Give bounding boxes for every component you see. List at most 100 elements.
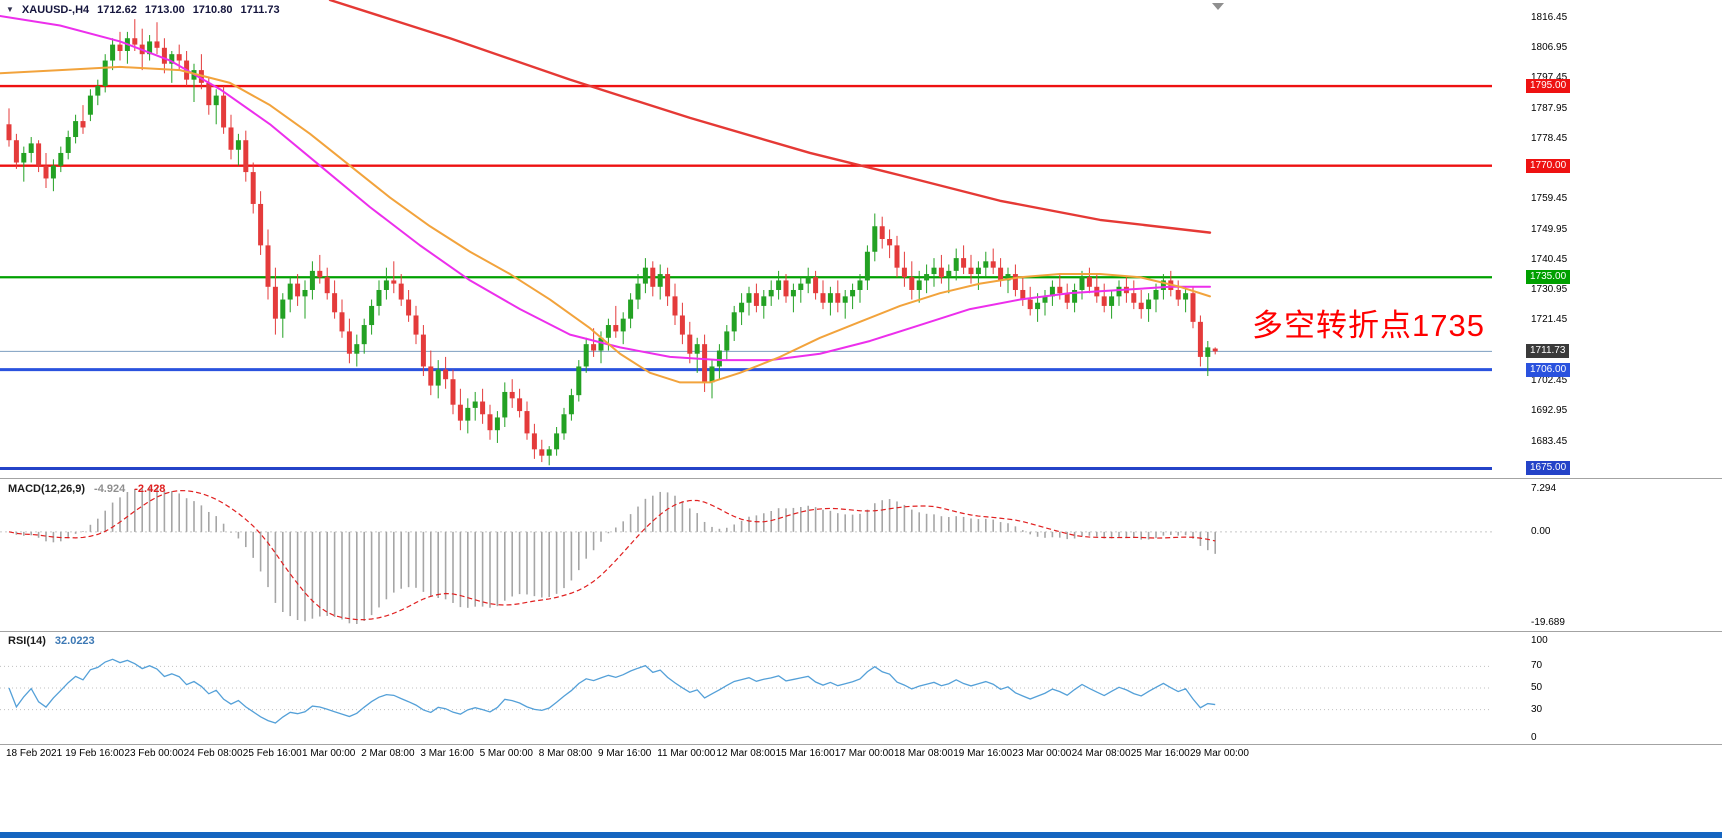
candle-body: [161, 47, 167, 64]
price-tick-label: 1740.45: [1531, 253, 1568, 265]
time-tick-label: 23 Mar 00:00: [1012, 748, 1072, 759]
time-tick-label: 24 Feb 08:00: [183, 748, 243, 759]
quote-open: 1712.62: [97, 4, 137, 16]
candle-body: [58, 152, 64, 166]
candle-body: [117, 44, 123, 51]
candle-body: [154, 41, 160, 48]
candle-body: [450, 379, 456, 405]
macd-name: MACD(12,26,9): [8, 483, 86, 495]
candle-body: [265, 245, 271, 287]
candle-body: [1160, 280, 1166, 290]
chart-shift-icon[interactable]: [1212, 3, 1224, 10]
ma-red-line: [328, 0, 1212, 234]
bid-price-badge: 1711.73: [1526, 344, 1570, 359]
rsi-scale-label: 100: [1531, 635, 1548, 646]
price-tick-label: 1730.95: [1531, 284, 1568, 296]
candle-body: [975, 267, 981, 275]
candle-body: [1197, 321, 1203, 357]
macd-main-value: -4.924: [94, 483, 126, 495]
candle-body: [280, 299, 286, 319]
candle-body: [1109, 296, 1115, 306]
candle-body: [887, 239, 893, 246]
annotation-note: 多空转折点1735: [1252, 308, 1485, 343]
price-badge-1770.00: 1770.00: [1526, 158, 1571, 173]
time-tick-label: 25 Mar 16:00: [1130, 748, 1190, 759]
quote-close: 1711.73: [240, 4, 280, 16]
candle-body: [539, 449, 545, 456]
candle-body: [924, 274, 930, 281]
time-tick-label: 23 Feb 00:00: [124, 748, 184, 759]
candle-body: [583, 344, 589, 367]
candle-body: [857, 280, 863, 290]
candle-body: [968, 267, 974, 275]
price-tick-label: 1692.95: [1531, 405, 1568, 417]
candle-body: [1153, 289, 1159, 300]
time-tick-label: 11 Mar 00:00: [657, 748, 716, 759]
ma-magenta-line: [0, 14, 1211, 362]
candle-body: [1049, 286, 1055, 297]
candle-body: [339, 312, 345, 332]
candle-body: [317, 270, 323, 278]
quote-high: 1713.00: [144, 4, 185, 16]
candle-body: [753, 293, 759, 306]
candle-body: [916, 280, 922, 290]
candle-body: [1190, 293, 1196, 322]
time-tick-label: 15 Mar 16:00: [775, 748, 835, 759]
candle-body: [406, 299, 412, 316]
candle-body: [605, 325, 611, 338]
candle-body: [983, 261, 989, 268]
time-tick-label: 19 Feb 16:00: [65, 748, 125, 759]
candle-body: [102, 60, 108, 87]
candle-body: [1131, 293, 1137, 303]
candle-body: [635, 283, 641, 300]
time-tick-label: 9 Mar 16:00: [598, 748, 652, 759]
candle-body: [761, 296, 767, 306]
bottom-bar: [0, 832, 1722, 838]
candle-body: [1183, 293, 1189, 300]
candle-body: [428, 366, 434, 386]
candle-body: [302, 289, 308, 297]
time-tick-label: 24 Mar 08:00: [1071, 748, 1131, 759]
candle-body: [931, 267, 937, 275]
candle-body: [842, 296, 848, 303]
candle-body: [894, 245, 900, 268]
candle-body: [332, 293, 338, 313]
candle-body: [1205, 347, 1211, 357]
candle-body: [1175, 289, 1181, 300]
candle-body: [694, 344, 700, 354]
candle-body: [1146, 299, 1152, 310]
candle-body: [628, 299, 634, 319]
candle-body: [376, 289, 382, 306]
candle-body: [524, 411, 530, 434]
collapse-icon[interactable]: ▼: [6, 4, 14, 14]
price-tick-label: 1787.95: [1531, 102, 1568, 114]
candle-body: [420, 334, 426, 367]
candle-body: [531, 433, 537, 450]
macd-scale-label: 0.00: [1531, 525, 1551, 537]
candle-body: [576, 366, 582, 396]
candle-body: [790, 289, 796, 297]
candle-body: [1072, 289, 1078, 303]
candle-body: [687, 334, 693, 354]
candle-body: [176, 54, 182, 61]
rsi-line: [8, 658, 1216, 724]
candle-body: [354, 344, 360, 354]
candle-body: [73, 121, 79, 138]
candle-body: [568, 395, 574, 415]
candle-body: [739, 302, 745, 313]
candle-body: [457, 404, 463, 421]
candle-body: [80, 121, 86, 128]
candle-body: [361, 325, 367, 345]
candle-body: [258, 203, 264, 246]
price-tick-label: 1778.45: [1531, 132, 1568, 144]
candle-body: [487, 414, 493, 431]
candle-body: [87, 95, 93, 115]
candle-body: [443, 369, 449, 380]
candle-body: [250, 172, 256, 204]
price-tick-label: 1797.45: [1531, 72, 1568, 84]
rsi-scale-label: 50: [1531, 682, 1543, 693]
macd-scale-label: -19.689: [1531, 617, 1565, 628]
time-tick-label: 3 Mar 16:00: [420, 748, 474, 759]
candle-body: [827, 293, 833, 303]
